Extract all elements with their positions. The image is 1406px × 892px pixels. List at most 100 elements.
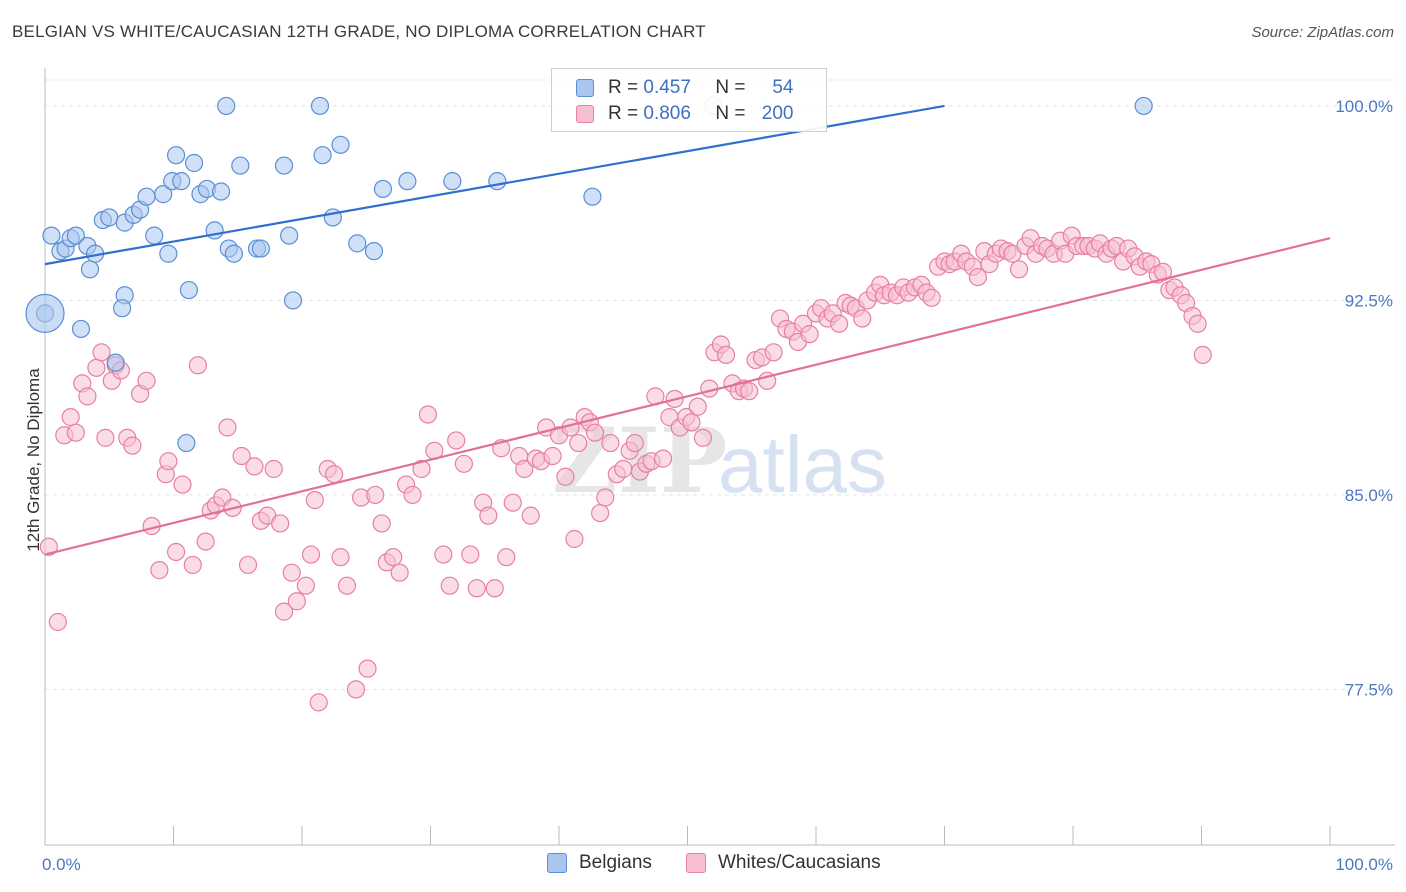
belgians-point bbox=[211, 182, 231, 201]
whites-point bbox=[196, 532, 215, 551]
series-legend: Belgians Whites/Caucasians bbox=[0, 852, 1406, 878]
whites-point bbox=[968, 267, 988, 287]
belgians-point bbox=[145, 226, 164, 245]
whites-swatch bbox=[576, 105, 594, 123]
whites-trend-line bbox=[44, 237, 1331, 556]
belgians-trend-line bbox=[44, 104, 945, 266]
legend-belgians-label: Belgians bbox=[579, 852, 652, 873]
whites-point bbox=[830, 314, 849, 333]
whites-point bbox=[287, 592, 306, 611]
whites-point bbox=[601, 433, 620, 453]
whites-point bbox=[301, 545, 321, 564]
belgians-point bbox=[172, 172, 191, 191]
whites-point bbox=[137, 371, 156, 390]
whites-point bbox=[485, 579, 504, 598]
belgians-point-large bbox=[25, 293, 65, 333]
legend-whites-label: Whites/Caucasians bbox=[718, 852, 881, 873]
whites-point bbox=[625, 433, 644, 453]
series-belgians bbox=[25, 96, 1153, 453]
whites-point bbox=[716, 345, 736, 364]
whites-point bbox=[543, 446, 562, 466]
whites-point bbox=[403, 485, 422, 505]
whites-point bbox=[61, 408, 80, 427]
watermark-atlas: atlas bbox=[718, 420, 887, 509]
belgians-point bbox=[331, 135, 350, 154]
belgians-point bbox=[310, 96, 330, 116]
whites-r-label: R = bbox=[608, 103, 639, 124]
whites-point bbox=[218, 418, 237, 437]
belgians-point bbox=[251, 239, 270, 258]
whites-point bbox=[412, 459, 431, 479]
whites-point bbox=[325, 465, 344, 484]
whites-point bbox=[92, 343, 111, 362]
whites-point bbox=[390, 563, 409, 582]
whites-point bbox=[565, 529, 584, 549]
whites-point bbox=[461, 545, 480, 564]
whites-point bbox=[150, 561, 169, 580]
belgians-point bbox=[137, 187, 156, 206]
belgians-point bbox=[280, 226, 299, 245]
belgians-point bbox=[159, 244, 178, 263]
whites-point bbox=[87, 358, 106, 377]
whites-point bbox=[556, 467, 575, 486]
belgians-point bbox=[373, 179, 393, 199]
whites-point bbox=[372, 514, 391, 533]
tick-labels: 100.0% 92.5% 85.0% 77.5% 0.0% 100.0% bbox=[42, 97, 1393, 874]
whites-r-value: 0.806 bbox=[643, 103, 691, 124]
whites-point bbox=[48, 612, 67, 632]
whites-n-value: 200 bbox=[761, 103, 794, 124]
whites-point bbox=[123, 436, 142, 455]
belgians-point bbox=[71, 319, 91, 339]
whites-point bbox=[1188, 314, 1207, 333]
source-label: Source: ZipAtlas.com bbox=[1251, 24, 1394, 41]
whites-point bbox=[853, 309, 872, 328]
x-tick-label-min: 0.0% bbox=[42, 855, 81, 874]
whites-point bbox=[264, 459, 283, 479]
whites-point bbox=[614, 459, 633, 479]
belgians-point bbox=[184, 153, 204, 173]
whites-point bbox=[331, 548, 350, 567]
whites-point bbox=[183, 555, 202, 575]
whites-point bbox=[440, 576, 459, 595]
whites-point bbox=[653, 449, 673, 468]
whites-point bbox=[1193, 345, 1212, 364]
belgians-point bbox=[42, 226, 61, 245]
legend-item-whites[interactable]: Whites/Caucasians bbox=[686, 852, 881, 874]
belgians-r-label: R = bbox=[608, 77, 639, 98]
series-whites-caucasians bbox=[39, 226, 1212, 712]
legend-item-belgians[interactable]: Belgians bbox=[547, 852, 652, 874]
whites-point bbox=[591, 503, 610, 523]
whites-point bbox=[922, 288, 941, 307]
whites-point bbox=[467, 579, 486, 598]
belgians-point bbox=[112, 299, 132, 318]
chart-title: BELGIAN VS WHITE/CAUCASIAN 12TH GRADE, N… bbox=[12, 22, 706, 41]
belgians-point bbox=[66, 226, 85, 245]
whites-point bbox=[78, 387, 97, 406]
whites-point bbox=[188, 356, 208, 375]
whites-point bbox=[497, 548, 516, 567]
whites-point bbox=[366, 485, 385, 505]
stats-legend: R = 0.457 N = 54 R = 0.806 N = 200 bbox=[551, 68, 827, 132]
whites-point bbox=[238, 555, 258, 575]
belgians-point bbox=[283, 291, 303, 310]
whites-point bbox=[447, 431, 466, 450]
whites-point bbox=[39, 537, 58, 556]
whites-point bbox=[305, 491, 324, 510]
belgians-point bbox=[106, 353, 125, 372]
belgians-point bbox=[488, 172, 507, 191]
whites-point bbox=[1009, 260, 1029, 279]
whites-point bbox=[454, 454, 474, 473]
whites-point bbox=[282, 563, 301, 582]
belgians-n-value: 54 bbox=[772, 77, 794, 98]
x-tick-label-max: 100.0% bbox=[1335, 855, 1393, 874]
whites-point bbox=[274, 602, 294, 621]
whites-point bbox=[271, 514, 290, 533]
belgians-point bbox=[166, 146, 186, 165]
belgians-point bbox=[80, 260, 100, 279]
whites-point bbox=[800, 325, 819, 344]
axes bbox=[44, 68, 1395, 846]
whites-point bbox=[693, 428, 713, 447]
legend-belgians-swatch bbox=[547, 853, 567, 873]
whites-point bbox=[740, 382, 759, 401]
